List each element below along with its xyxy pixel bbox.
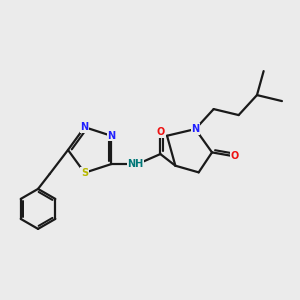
Text: NH: NH [127,159,143,169]
Text: N: N [191,124,200,134]
Text: O: O [230,152,239,161]
Text: N: N [80,122,88,132]
Text: O: O [156,128,164,137]
Text: N: N [107,131,116,141]
Text: S: S [81,168,88,178]
